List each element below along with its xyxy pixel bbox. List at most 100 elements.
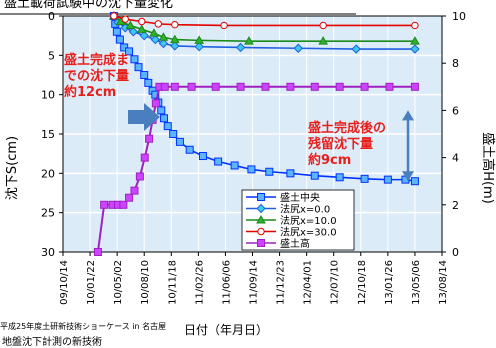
series-0-point bbox=[265, 167, 274, 176]
series-4-point bbox=[93, 248, 102, 256]
x-tick-label: 12/10/18 bbox=[357, 260, 368, 305]
annotation-after-completion-line: 残留沈下量 bbox=[308, 136, 373, 152]
series-1-point bbox=[194, 41, 204, 52]
series-4-point bbox=[130, 186, 139, 195]
series-3-point bbox=[121, 15, 129, 23]
series-0-point bbox=[112, 27, 121, 36]
series-0-point bbox=[144, 78, 153, 87]
series-4-point bbox=[385, 82, 394, 91]
y-left-tick-label: 25 bbox=[41, 207, 55, 220]
series-2-point bbox=[136, 24, 147, 33]
series-0-point bbox=[169, 130, 178, 138]
series-0-point bbox=[198, 152, 207, 161]
series-3-point bbox=[220, 21, 228, 30]
annotation-after-completion-line: 盛土完成後の bbox=[308, 120, 386, 136]
series-4-point bbox=[170, 82, 179, 91]
arrow-up-icon bbox=[402, 110, 414, 121]
series-1-point bbox=[158, 38, 169, 49]
series-0-point bbox=[115, 35, 124, 44]
series-0-point bbox=[286, 169, 295, 178]
series-3-point bbox=[319, 21, 327, 30]
series-2-point bbox=[125, 20, 136, 29]
x-tick-label: 12/04/01 bbox=[303, 260, 314, 305]
x-tick-label: 09/10/14 bbox=[59, 260, 70, 305]
annotation-before-completion-line: での沈下量 bbox=[64, 68, 129, 84]
series-0-point bbox=[151, 90, 160, 99]
series-4-point bbox=[135, 172, 144, 181]
x-tick-label: 11/06/06 bbox=[221, 260, 232, 305]
x-tick-label: 10/08/10 bbox=[140, 260, 151, 305]
legend-swatch-marker bbox=[256, 203, 266, 214]
series-4-point bbox=[211, 82, 220, 91]
series-2-point bbox=[244, 36, 254, 45]
series-0-point bbox=[247, 165, 256, 174]
y-right-tick-label: 10 bbox=[452, 10, 466, 23]
series-0-point bbox=[159, 114, 168, 123]
series-4-point bbox=[236, 82, 245, 91]
series-0-point bbox=[157, 106, 166, 115]
x-tick-label: 11/09/14 bbox=[249, 260, 260, 305]
x-tick-label: 10/11/18 bbox=[167, 260, 178, 305]
chart: 09/10/14 10/01/22 10/05/02 10/08/10 10/11/18… bbox=[0, 10, 496, 337]
series-4-point bbox=[125, 193, 134, 202]
series-2-point bbox=[318, 36, 329, 45]
y-right-tick-label: 8 bbox=[452, 57, 459, 70]
y-left-axis-title: 沈下S(cm) bbox=[5, 136, 20, 200]
legend-entry-label: 法尻x=30.0 bbox=[280, 226, 337, 239]
y-right-tick-label: 4 bbox=[452, 152, 459, 165]
x-tick-label: 13/05/06 bbox=[411, 260, 422, 305]
footer-extra-label: 地盤沈下計測の新技術 bbox=[2, 337, 102, 348]
series-4-point bbox=[360, 82, 369, 91]
series-1-point bbox=[351, 44, 361, 54]
series-1-point bbox=[139, 30, 149, 41]
y-left-tick-label: 15 bbox=[41, 128, 55, 141]
series-2-point bbox=[149, 28, 159, 37]
x-tick-label: 11/02/26 bbox=[194, 260, 205, 305]
series-4-point bbox=[310, 82, 319, 91]
x-tick-label: 13/01/26 bbox=[384, 260, 395, 305]
legend-swatch-marker bbox=[257, 193, 265, 201]
series-1-point bbox=[410, 44, 420, 54]
series-4-point bbox=[286, 82, 295, 91]
annotation-after-completion-line: 約9cm bbox=[308, 152, 351, 168]
arrow-icon bbox=[128, 103, 160, 131]
series-0-point bbox=[360, 174, 369, 183]
series-4-point bbox=[335, 82, 344, 91]
y-left-tick-label: 0 bbox=[48, 10, 55, 23]
series-0-point bbox=[163, 122, 172, 131]
legend-entry-label: 法尻x=10.0 bbox=[280, 214, 337, 227]
series-4-point bbox=[410, 82, 419, 91]
y-left-tick-label: 20 bbox=[41, 167, 55, 180]
series-3-point bbox=[110, 12, 118, 20]
series-0-point bbox=[310, 171, 319, 180]
series-0-point bbox=[125, 47, 134, 56]
legend-entry-label: 盛土高 bbox=[280, 237, 310, 250]
series-1-point bbox=[170, 41, 180, 51]
x-tick-label: 12/07/10 bbox=[330, 260, 341, 305]
series-2-point bbox=[410, 36, 420, 45]
series-4-point bbox=[261, 82, 270, 91]
series-0-point bbox=[130, 55, 139, 64]
series-2-point bbox=[158, 32, 169, 41]
series-0-point bbox=[335, 173, 344, 182]
footer-event-label: 平成25年度土研新技術ショーケース in 名古屋 bbox=[0, 322, 167, 331]
legend-entry-label: 法尻x=0.0 bbox=[280, 203, 330, 216]
series-0-point bbox=[214, 157, 223, 166]
series-1-point bbox=[293, 43, 303, 53]
series-2-point bbox=[169, 34, 180, 44]
y-left-tick-label: 10 bbox=[41, 89, 55, 102]
series-2-point bbox=[194, 35, 205, 44]
series-4-point bbox=[119, 200, 128, 209]
series-4-point bbox=[140, 153, 149, 162]
y-right-tick-label: 0 bbox=[452, 246, 459, 259]
series-0-point bbox=[134, 63, 143, 72]
legend-swatch-marker bbox=[257, 227, 265, 236]
series-4-point bbox=[151, 99, 160, 108]
legend-swatch-marker bbox=[257, 239, 265, 247]
series-1-point bbox=[128, 27, 139, 37]
series-0-point bbox=[175, 137, 184, 146]
y-right-tick-label: 2 bbox=[452, 199, 459, 212]
x-tick-label: 10/05/02 bbox=[113, 260, 124, 305]
legend-entry-label: 盛土中央 bbox=[280, 191, 320, 204]
y-left-tick-label: 5 bbox=[48, 49, 55, 62]
